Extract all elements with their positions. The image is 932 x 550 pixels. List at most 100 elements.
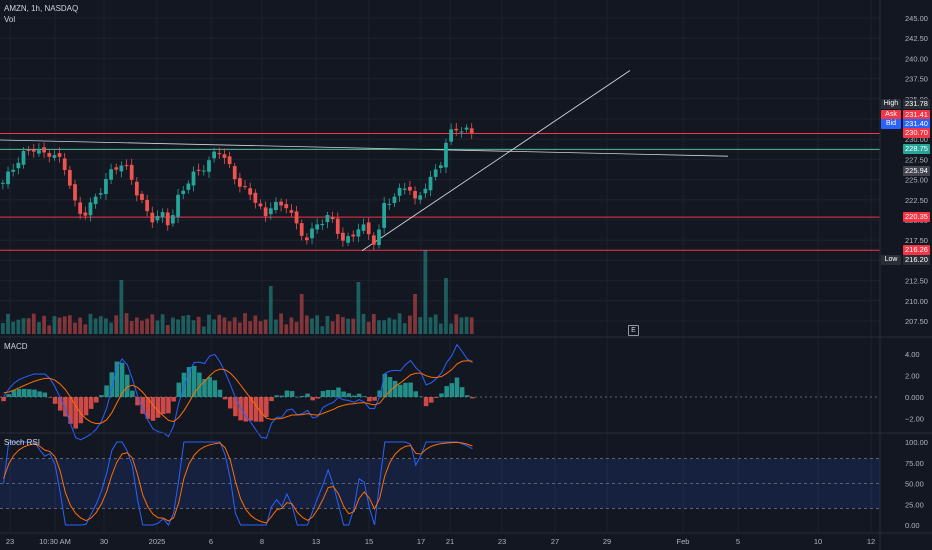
macd-histogram-bar [377,390,382,397]
volume-bars [1,250,474,334]
candle [114,167,119,170]
volume-bar [263,319,268,334]
macd-histogram-bar [269,397,274,402]
volume-bar [238,322,242,334]
volume-bar [433,314,438,334]
candle [191,171,196,186]
macd-histogram-bar [161,397,166,414]
volume-bar [52,316,57,334]
price-tick-label: 242.50 [905,34,928,43]
candle [83,212,88,216]
macd-histogram-bar [73,397,78,429]
candle [397,187,402,196]
macd-histogram-bar [264,397,269,418]
volume-bar [155,320,160,334]
candle [57,153,62,157]
macd-histogram-bar [202,379,207,397]
macd-axis: 4.00 2.00 0.000 −2.00 [905,350,924,424]
macd-histogram-bar [32,389,37,397]
volume-bar [402,323,407,334]
stoch-title[interactable]: Stoch RSI [4,438,41,447]
macd-histogram-bar [88,397,94,409]
candle [67,169,72,186]
macd-histogram-bar [207,377,212,397]
volume-bar [145,318,150,334]
candle [438,165,443,168]
macd-histogram-bar [341,391,346,397]
earnings-marker-icon[interactable]: E [628,325,639,336]
volume-bar [366,321,371,334]
candle [341,232,345,241]
macd-histogram-bar [233,397,238,417]
candle [459,131,464,133]
macd-title[interactable]: MACD [4,342,28,351]
macd-histogram-bar [63,397,68,417]
volume-bar [346,318,350,334]
volume-bar [98,316,103,334]
candle [93,196,98,205]
time-tick-label: 2025 [149,537,166,546]
macd-histogram-bar [367,397,372,402]
volume-bar [134,317,139,334]
volume-bar [73,322,77,334]
macd-histogram-bar [135,397,140,406]
price-tick-label: 237.50 [905,75,928,84]
candle [181,190,186,195]
grid-lines [0,0,880,533]
volume-bar [176,319,180,334]
volume-bar [392,319,397,334]
volume-legend[interactable]: Vol [4,15,16,24]
level-mid-tag: 220.35 [903,212,930,222]
low-label: Low [881,255,901,265]
macd-histogram-bar [356,393,362,397]
macd-histogram-bar [140,397,145,414]
candle [6,171,10,185]
macd-histogram-bar [300,395,305,397]
macd-histogram-bar [346,393,352,397]
volume-bar [387,317,392,334]
time-tick-label: 6 [209,537,213,546]
macd-histogram-bar [42,392,48,397]
macd-histogram-bar [21,388,27,397]
volume-bar [444,278,448,334]
stoch-tick-label: 25.00 [905,500,924,509]
high-value: 231.78 [903,99,930,109]
macd-tick-label: −2.00 [905,415,924,424]
macd-histogram-bar [372,397,377,401]
stoch-axis: 100.00 75.00 50.00 25.00 0.00 [905,438,928,530]
volume-bar [351,318,356,334]
volume-bar [361,313,366,334]
volume-bar [207,314,211,334]
volume-bar [310,318,314,334]
price-tick-label: 222.50 [905,196,928,205]
macd-histogram-bar [449,383,455,397]
macd-histogram-bar [392,380,398,397]
stoch-tick-label: 100.00 [905,438,928,447]
volume-bar [114,315,119,334]
time-tick-label: 8 [260,537,264,546]
candle [222,154,227,158]
candles [1,122,474,251]
volume-bar [258,321,263,334]
candle [37,149,41,154]
volume-bar [124,313,129,334]
macd-histogram-bar [418,396,424,397]
symbol-legend[interactable]: AMZN, 1h, NASDAQ [4,4,79,13]
candle [454,128,459,131]
ask-label: Ask [881,110,901,120]
candle [351,234,356,237]
candle [310,228,314,239]
stoch-d-line [3,441,473,524]
candle [346,236,350,243]
macd-histogram-bar [94,397,99,403]
macd-histogram-bar [171,397,176,402]
volume-bar [428,317,433,334]
time-tick-label: 10 [814,537,822,546]
volume-bar [268,286,273,334]
candle [253,192,258,203]
volume-bar [78,317,83,334]
candle [212,151,216,159]
candle [109,169,113,180]
